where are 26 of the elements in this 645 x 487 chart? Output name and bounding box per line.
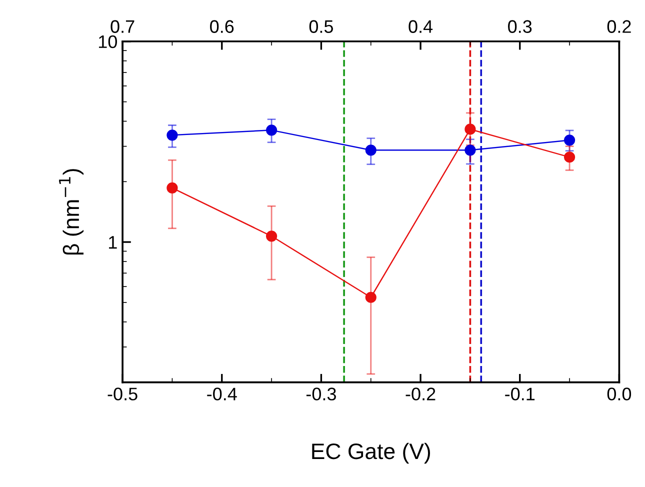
x2-tick-label: 0.5 (309, 20, 334, 33)
x-tick-label: -0.2 (406, 388, 436, 400)
x2-tick-label: 0.6 (210, 20, 234, 33)
x2-tick-label: 0.7 (110, 20, 134, 33)
point (365, 292, 376, 303)
x-tick-label: -0.4 (207, 388, 237, 400)
x-tick-label: 0.0 (607, 388, 632, 400)
x2-tick-label: 0.4 (408, 20, 433, 33)
y-axis-title: β (nm$^{−1}$) (59, 169, 84, 255)
point (166, 130, 178, 141)
point (564, 152, 576, 163)
point (166, 182, 178, 194)
point (266, 230, 278, 242)
x2-tick-label: 0.3 (508, 20, 532, 33)
y-tick-label: 1 (109, 236, 117, 249)
x-tick-label: -0.1 (505, 388, 535, 400)
point (564, 134, 576, 146)
x-axis-title: EC Gate (V) (312, 442, 430, 464)
point (464, 124, 476, 135)
point (266, 124, 278, 136)
x-tick-label: -0.5 (108, 388, 138, 400)
x2-tick-label: 0.2 (607, 20, 631, 33)
y-tick-label: 10 (98, 35, 117, 48)
point (365, 144, 376, 156)
x-tick-label: -0.3 (306, 388, 336, 400)
point (464, 144, 476, 156)
